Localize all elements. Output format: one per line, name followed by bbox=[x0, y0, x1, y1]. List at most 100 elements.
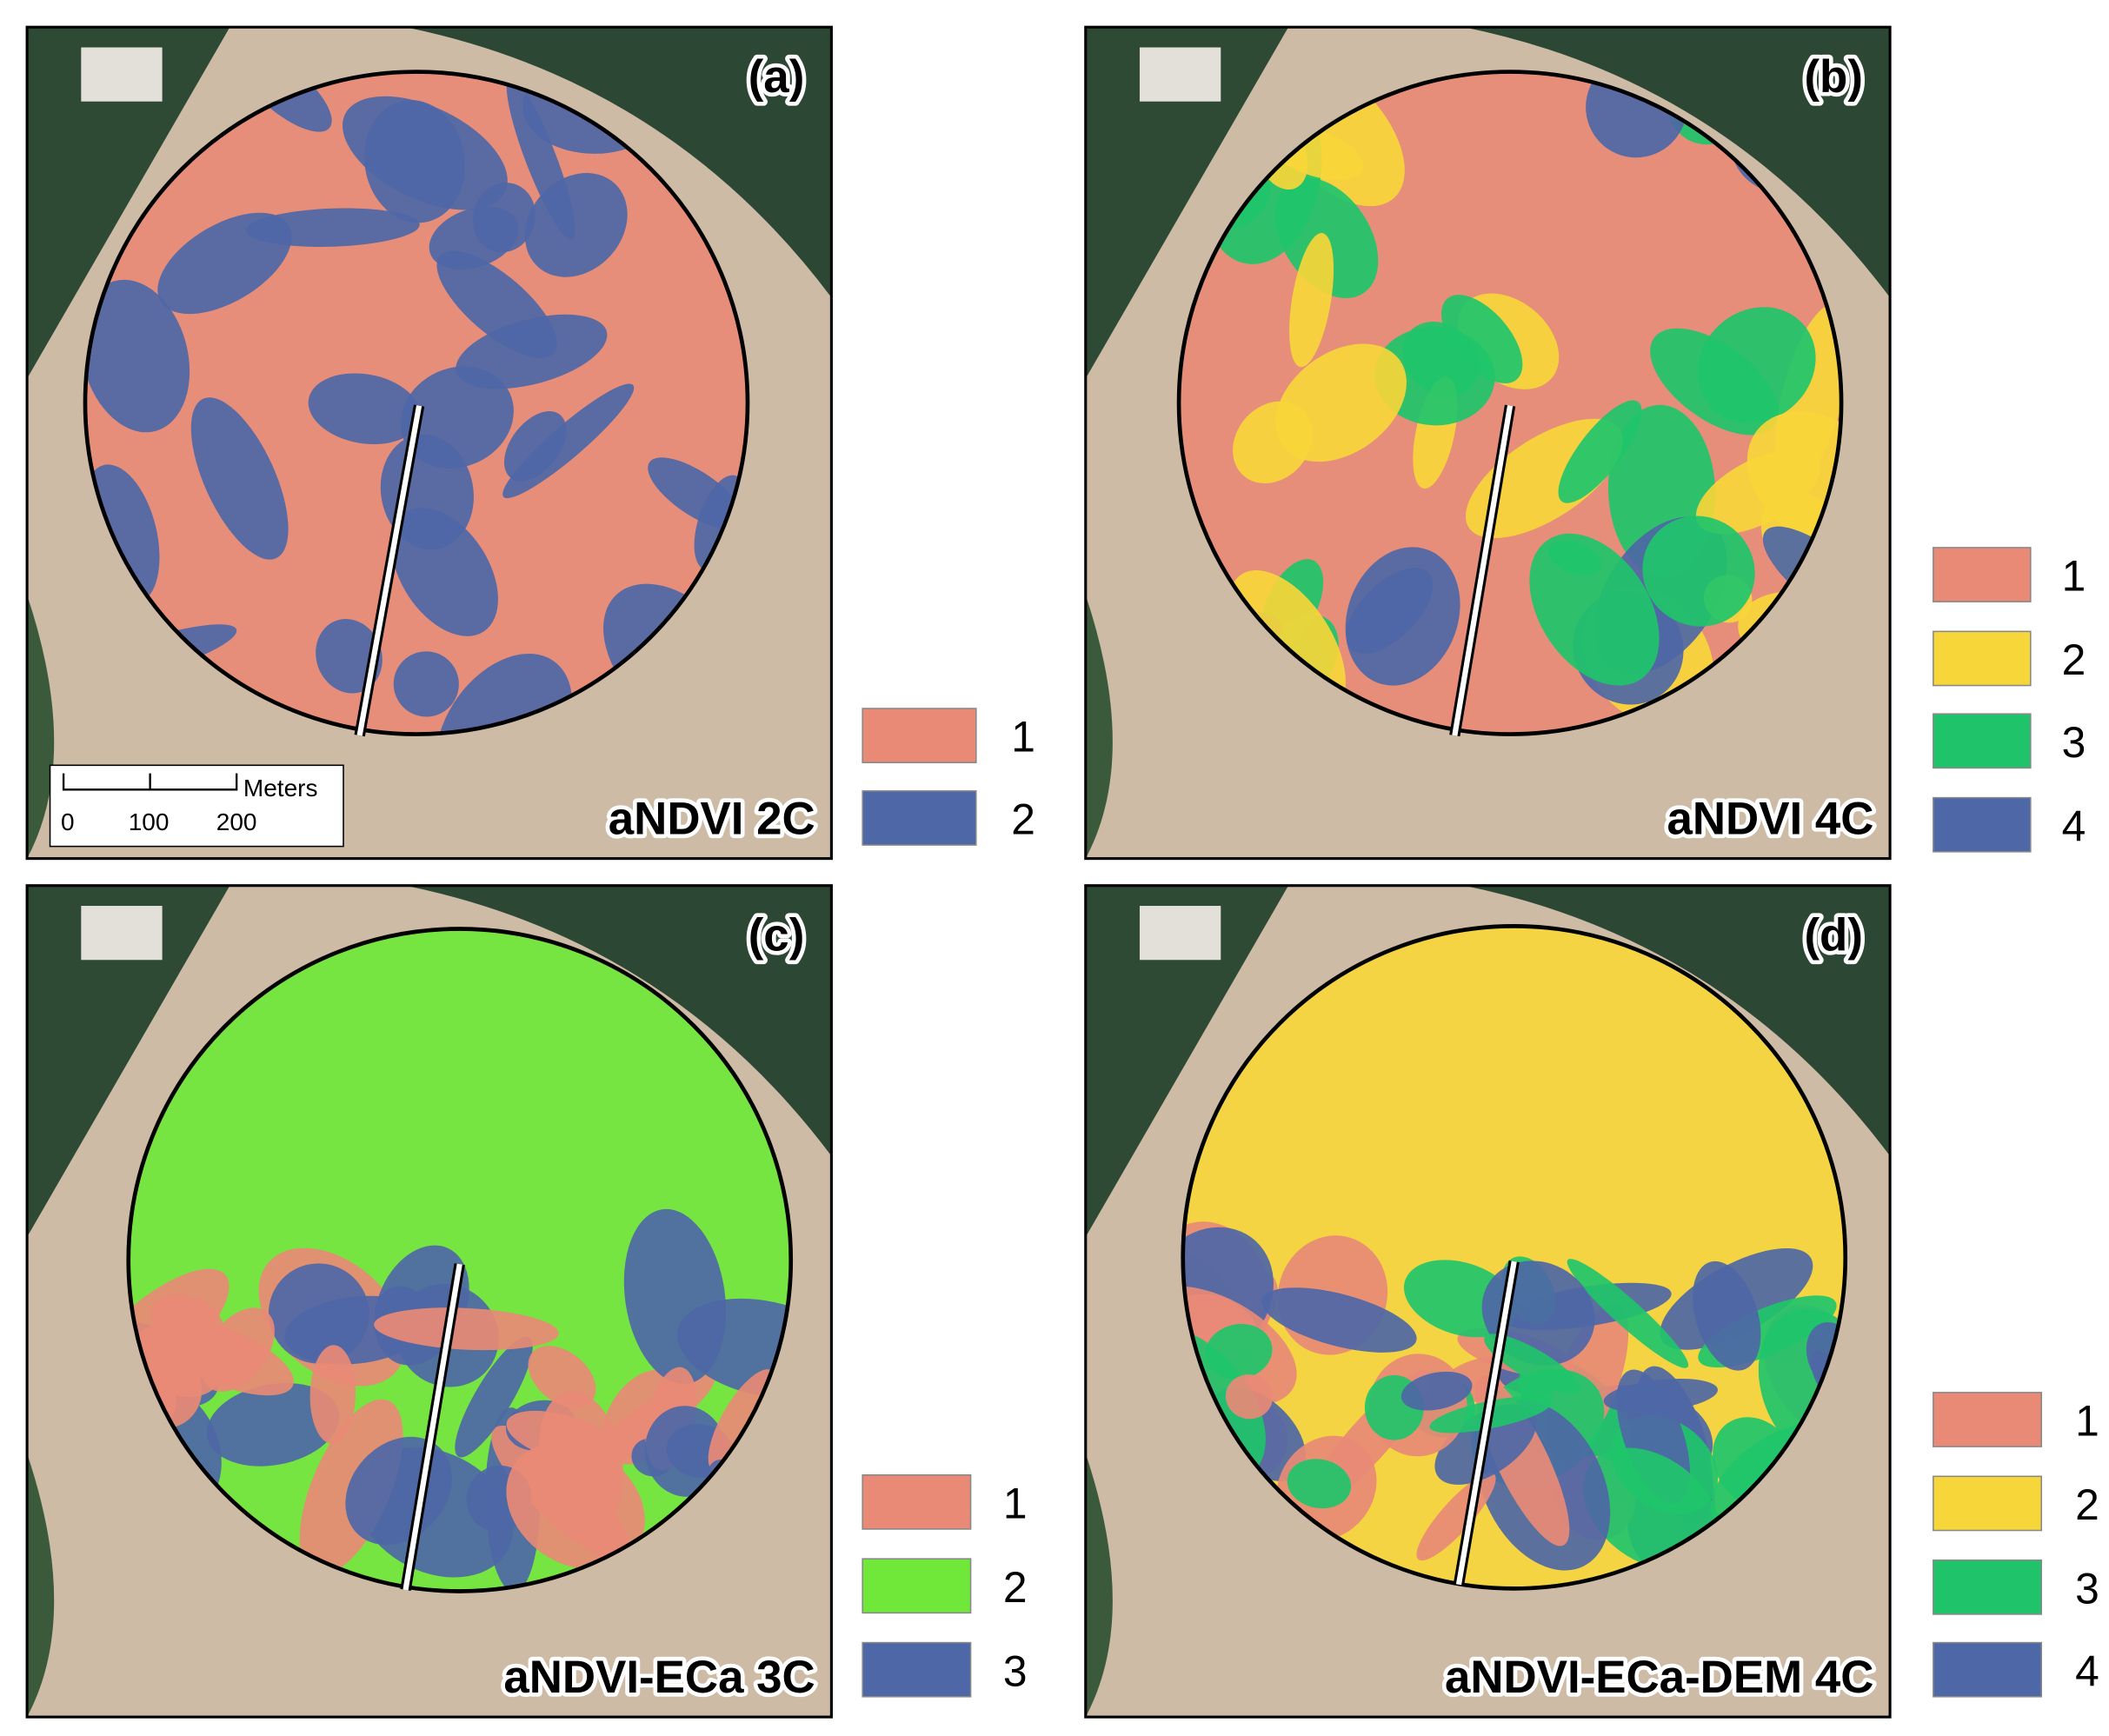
satellite-background bbox=[1464, 27, 1891, 298]
zone-patch bbox=[84, 279, 190, 433]
pivot-line bbox=[1452, 405, 1514, 736]
panel-label: (a) bbox=[748, 51, 805, 103]
zone-patch bbox=[206, 1382, 340, 1467]
satellite-background bbox=[1139, 906, 1221, 961]
zone-patch bbox=[506, 1442, 645, 1570]
satellite-background bbox=[1139, 47, 1221, 102]
satellite-background bbox=[405, 885, 832, 1156]
legend-label: 3 bbox=[2062, 718, 2086, 767]
zone-patch bbox=[455, 1336, 533, 1458]
zone-patch bbox=[1484, 1334, 1580, 1394]
panel-title: aNDVI 4C bbox=[1667, 794, 1873, 845]
zone-patch bbox=[374, 1307, 559, 1351]
pivot-line bbox=[403, 1263, 462, 1591]
legend-swatch bbox=[862, 708, 977, 763]
zone-map bbox=[128, 928, 791, 1592]
zone-patch bbox=[246, 208, 420, 247]
legend-label: 4 bbox=[2062, 801, 2086, 850]
legend-label: 1 bbox=[1003, 1480, 1028, 1528]
satellite-background bbox=[27, 1453, 55, 1718]
zone-map bbox=[1179, 71, 1842, 735]
satellite-background bbox=[81, 47, 163, 102]
zone-patch bbox=[503, 411, 567, 482]
zone-patch bbox=[1289, 233, 1334, 368]
panel-title: aNDVI-ECa-DEM 4C bbox=[1445, 1652, 1873, 1703]
satellite-background bbox=[27, 27, 230, 379]
scale-bar-line bbox=[62, 773, 238, 791]
zone-patch bbox=[1400, 1371, 1473, 1411]
zone-patch bbox=[1346, 568, 1434, 654]
legend-label: 4 bbox=[2075, 1646, 2099, 1695]
legend-label: 2 bbox=[1003, 1563, 1028, 1612]
legend-swatch bbox=[1933, 1641, 2043, 1698]
map-panel: (d) aNDVI-ECa-DEM 4C 1 2 3 4 bbox=[1084, 884, 2099, 1719]
pivot-line bbox=[1455, 1260, 1517, 1586]
zone-patch bbox=[1603, 1378, 1718, 1413]
zone-patch bbox=[506, 76, 575, 240]
panel-frame bbox=[1084, 25, 1892, 861]
panel-label: (d) bbox=[1804, 909, 1863, 961]
zone-patch bbox=[1225, 1374, 1274, 1420]
panel-title: aNDVI 2C bbox=[609, 794, 815, 845]
legend-swatch bbox=[862, 1558, 972, 1614]
panel-label: (c) bbox=[748, 909, 805, 961]
panel-frame bbox=[25, 25, 833, 861]
zone-patch bbox=[393, 651, 459, 717]
zone-patch bbox=[1558, 400, 1642, 503]
legend-swatch bbox=[1933, 1392, 2043, 1447]
zone-patch bbox=[1695, 449, 1821, 535]
zone-patch bbox=[1287, 1459, 1352, 1509]
legend-label: 3 bbox=[1003, 1646, 1028, 1695]
scale-bar-box bbox=[49, 764, 344, 848]
scale-bar: Meters 0 100 200 bbox=[49, 764, 344, 848]
zone-patch bbox=[308, 373, 421, 445]
legend-swatch bbox=[862, 790, 977, 846]
map-panel: (c) aNDVI-ECa 3C 1 2 3 bbox=[25, 884, 1028, 1719]
satellite-background bbox=[27, 595, 55, 859]
zone-patch bbox=[190, 397, 289, 560]
scale-tick-label: 200 bbox=[216, 808, 257, 835]
legend-label: 1 bbox=[2075, 1397, 2099, 1446]
field-boundary bbox=[1176, 70, 1844, 736]
satellite-background bbox=[81, 906, 163, 961]
legend-label: 2 bbox=[2062, 635, 2086, 684]
field-boundary bbox=[126, 927, 794, 1593]
zone-patch bbox=[364, 100, 466, 223]
zone-patch bbox=[677, 1298, 791, 1399]
zone-patch bbox=[1275, 343, 1407, 462]
zone-patch bbox=[1693, 1260, 1761, 1371]
zone-patch bbox=[1567, 1259, 1689, 1368]
legend-label: 2 bbox=[2075, 1480, 2099, 1529]
zone-patch bbox=[1529, 533, 1660, 686]
legend-swatch bbox=[1933, 713, 2032, 769]
legend-swatch bbox=[1933, 796, 2032, 853]
legend-swatch bbox=[862, 1473, 972, 1530]
legend-label: 1 bbox=[1011, 713, 1035, 762]
satellite-background bbox=[1464, 885, 1891, 1156]
legend-swatch bbox=[1933, 1475, 2043, 1532]
panel-label: (b) bbox=[1804, 51, 1863, 103]
legend-swatch bbox=[1933, 1559, 2043, 1615]
panel-frame bbox=[1084, 884, 1892, 1719]
zone-patch bbox=[309, 1345, 356, 1444]
satellite-background bbox=[405, 27, 832, 298]
scale-tick-label: 0 bbox=[61, 808, 75, 835]
legend-swatch bbox=[1933, 547, 2032, 602]
zone-patch bbox=[201, 1307, 275, 1392]
panel-frame bbox=[25, 884, 833, 1719]
map-panel: (a) aNDVI 2C 1 2 bbox=[25, 25, 1035, 861]
scale-unit: Meters bbox=[243, 775, 318, 801]
zone-patch bbox=[1441, 295, 1523, 384]
zone-patch bbox=[400, 366, 514, 469]
legend-label: 2 bbox=[1011, 795, 1035, 844]
legend-label: 1 bbox=[2062, 552, 2086, 601]
panel-title: aNDVI-ECa 3C bbox=[503, 1652, 815, 1703]
legend-label: 3 bbox=[2075, 1564, 2099, 1613]
pivot-line bbox=[356, 405, 422, 736]
map-panel: (b) aNDVI 4C 1 2 3 4 bbox=[1084, 25, 2086, 861]
legend-swatch bbox=[862, 1641, 972, 1698]
zone-patch bbox=[1650, 328, 1779, 436]
legend-swatch bbox=[1933, 630, 2032, 687]
